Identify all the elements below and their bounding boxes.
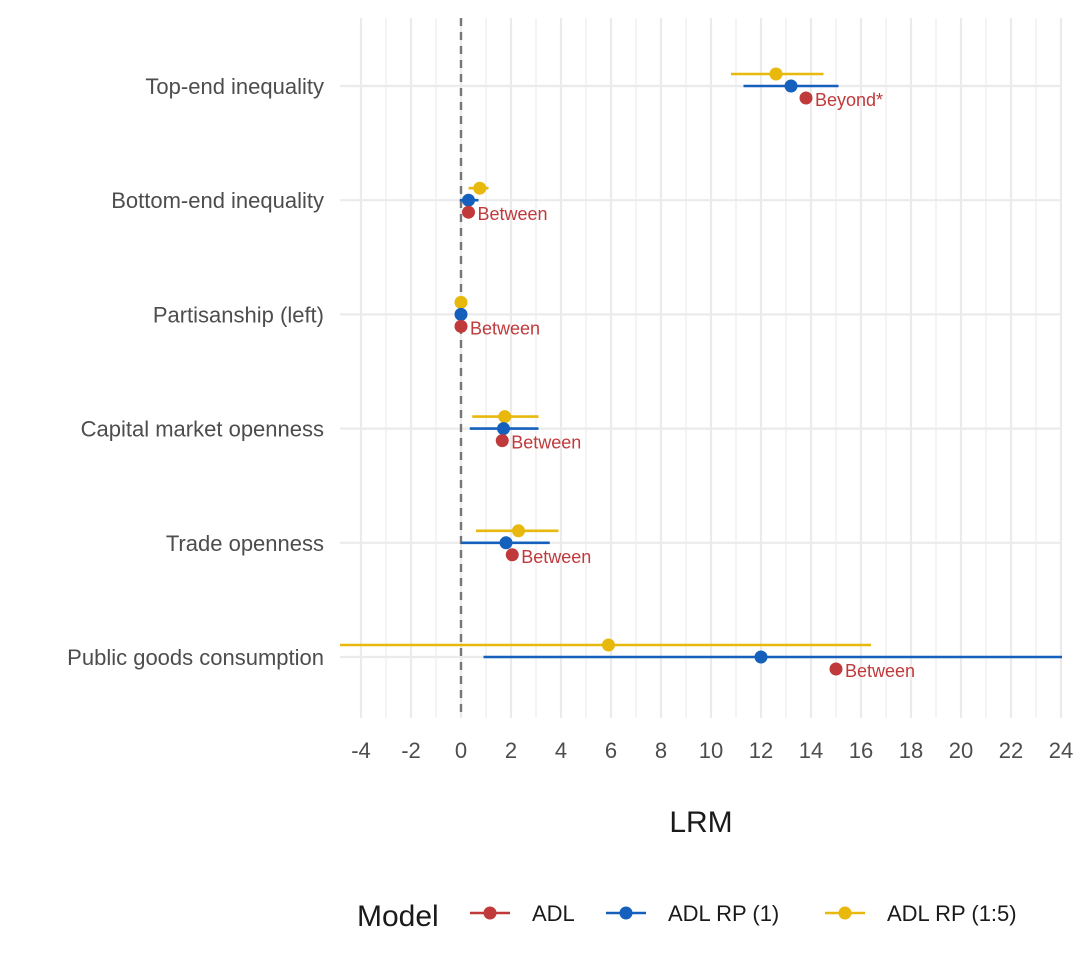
x-tick-label: 12: [749, 738, 773, 763]
point-adl-rp-1-5-: [473, 181, 487, 195]
x-tick-label: 24: [1049, 738, 1073, 763]
legend-key-point: [483, 906, 497, 920]
point-adl-rp-1-5-: [512, 524, 525, 538]
x-axis-title: LRM: [669, 806, 732, 839]
legend-entry: ADL: [470, 901, 575, 926]
x-tick-label: 14: [799, 738, 823, 763]
point-adl: [454, 319, 468, 333]
x-tick-label: -2: [401, 738, 421, 763]
marks-layer: Beyond* Between Between Between Between Betwe…: [340, 67, 1062, 681]
y-tick-label: Bottom-end inequality: [111, 188, 324, 213]
point-annotation: Beyond*: [815, 90, 883, 110]
point-adl-rp-1-5-: [454, 295, 468, 309]
point-adl-rp-1-: [497, 422, 510, 436]
x-tick-label: 0: [455, 738, 467, 763]
labels-layer: Top-end inequality Bottom-end inequality P…: [67, 74, 1073, 763]
legend-key-point: [838, 906, 852, 920]
legend-label: ADL RP (1:5): [887, 901, 1017, 926]
point-adl-rp-1-: [454, 307, 468, 321]
point-annotation: Between: [845, 661, 915, 681]
point-adl: [462, 205, 475, 219]
y-tick-label: Capital market openness: [81, 417, 324, 442]
point-adl-rp-1-5-: [498, 410, 512, 424]
legend-label: ADL: [532, 901, 575, 926]
point-adl-rp-1-: [754, 650, 768, 664]
point-adl: [829, 662, 843, 676]
x-tick-label: 18: [899, 738, 923, 763]
x-tick-label: -4: [351, 738, 371, 763]
point-annotation: Between: [511, 433, 581, 453]
point-adl-rp-1-5-: [769, 67, 783, 81]
y-tick-label: Top-end inequality: [145, 74, 324, 99]
grid-layer: [340, 18, 1063, 718]
x-tick-label: 10: [699, 738, 723, 763]
point-adl: [799, 91, 813, 105]
y-tick-label: Public goods consumption: [67, 645, 324, 670]
x-tick-label: 16: [849, 738, 873, 763]
point-adl: [495, 434, 509, 448]
point-adl-rp-1-: [462, 193, 475, 207]
x-tick-label: 2: [505, 738, 517, 763]
y-tick-label: Trade openness: [166, 531, 324, 556]
point-annotation: Between: [478, 204, 548, 224]
x-tick-label: 8: [655, 738, 667, 763]
point-annotation: Between: [470, 318, 540, 338]
point-adl-rp-1-: [499, 536, 513, 550]
legend: Model ADL ADL RP (1) ADL RP (1:5): [357, 900, 1017, 933]
x-tick-label: 20: [949, 738, 973, 763]
point-annotation: Between: [521, 547, 591, 567]
x-tick-label: 4: [555, 738, 567, 763]
legend-title: Model: [357, 900, 439, 933]
y-tick-label: Partisanship (left): [153, 302, 324, 327]
point-adl: [505, 548, 519, 562]
legend-key-point: [619, 906, 633, 920]
legend-entry: ADL RP (1:5): [825, 901, 1017, 926]
legend-entry: ADL RP (1): [606, 901, 779, 926]
x-tick-label: 6: [605, 738, 617, 763]
point-adl-rp-1-5-: [602, 638, 615, 652]
point-adl-rp-1-: [784, 79, 798, 93]
legend-label: ADL RP (1): [668, 901, 779, 926]
x-tick-label: 22: [999, 738, 1023, 763]
